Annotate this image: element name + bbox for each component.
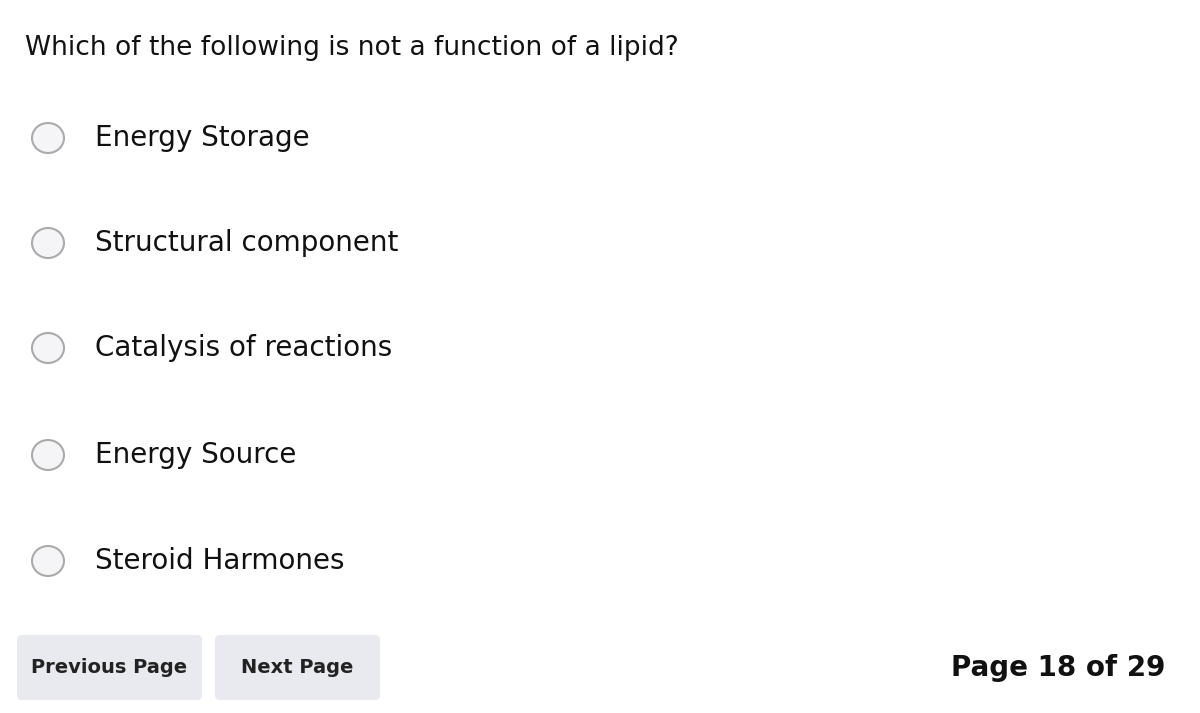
- Ellipse shape: [32, 228, 64, 258]
- Text: Page 18 of 29: Page 18 of 29: [950, 654, 1165, 682]
- Text: Energy Source: Energy Source: [95, 441, 296, 469]
- Text: Previous Page: Previous Page: [31, 658, 187, 677]
- Text: Catalysis of reactions: Catalysis of reactions: [95, 334, 392, 362]
- FancyBboxPatch shape: [17, 635, 202, 700]
- Ellipse shape: [32, 546, 64, 576]
- Text: Next Page: Next Page: [241, 658, 354, 677]
- Ellipse shape: [32, 440, 64, 470]
- Text: Structural component: Structural component: [95, 229, 398, 257]
- Ellipse shape: [32, 333, 64, 363]
- Ellipse shape: [32, 123, 64, 153]
- Text: Which of the following is not a function of a lipid?: Which of the following is not a function…: [25, 35, 679, 61]
- Text: Steroid Harmones: Steroid Harmones: [95, 547, 344, 575]
- FancyBboxPatch shape: [215, 635, 380, 700]
- Text: Energy Storage: Energy Storage: [95, 124, 310, 152]
